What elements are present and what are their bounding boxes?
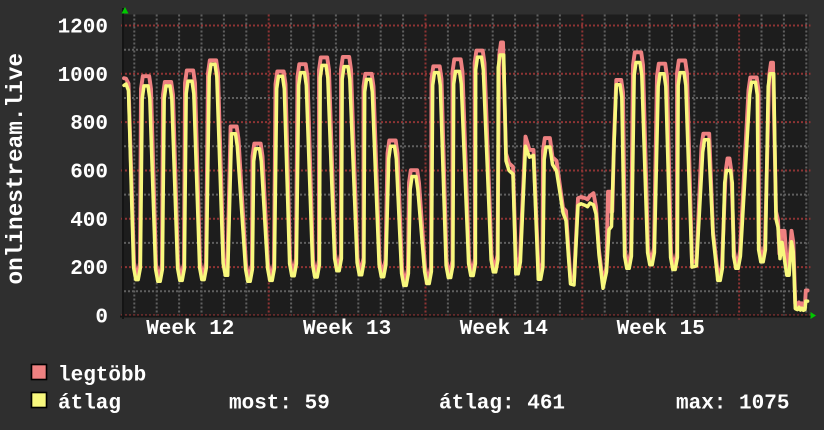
- svg-text:legtöbb: legtöbb: [58, 365, 146, 388]
- svg-text:600: 600: [70, 162, 108, 185]
- svg-text:max: 1075: max: 1075: [676, 393, 789, 416]
- svg-text:most: 59: most: 59: [229, 393, 330, 416]
- svg-text:onlinestream.live: onlinestream.live: [3, 53, 29, 284]
- svg-text:Week 12: Week 12: [146, 318, 234, 341]
- svg-text:200: 200: [70, 258, 108, 281]
- svg-text:800: 800: [70, 113, 108, 136]
- svg-text:átlag: átlag: [58, 393, 121, 416]
- svg-text:400: 400: [70, 210, 108, 233]
- svg-text:Week 13: Week 13: [303, 318, 391, 341]
- svg-text:átlag: 461: átlag: 461: [439, 393, 565, 416]
- svg-text:0: 0: [95, 306, 108, 329]
- svg-text:Week 15: Week 15: [617, 318, 705, 341]
- svg-text:Week 14: Week 14: [460, 318, 548, 341]
- svg-text:1000: 1000: [58, 65, 108, 88]
- svg-text:1200: 1200: [58, 17, 108, 40]
